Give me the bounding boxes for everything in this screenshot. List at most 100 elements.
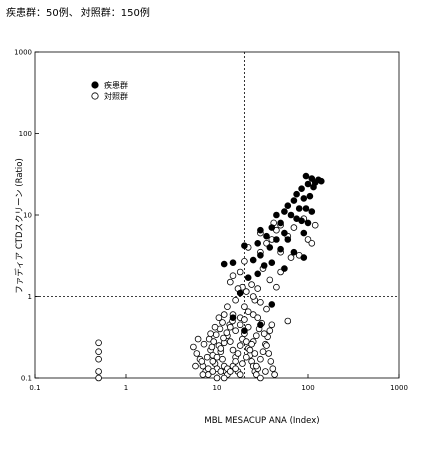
control-point <box>268 321 276 329</box>
case-point <box>229 314 237 322</box>
case-point <box>257 321 264 329</box>
control-point <box>227 368 234 375</box>
case-point <box>308 208 316 215</box>
case-point <box>241 242 248 250</box>
control-point <box>219 319 226 326</box>
case-point <box>268 224 276 231</box>
control-point <box>239 360 246 367</box>
case-point <box>260 262 268 269</box>
case-point <box>290 197 298 204</box>
case-point <box>304 180 312 188</box>
x-tick-label: 100 <box>301 384 314 392</box>
y-tick-label: 1 <box>28 293 32 301</box>
case-point <box>284 202 292 210</box>
case-point <box>302 172 310 180</box>
control-point <box>213 374 221 382</box>
control-point <box>241 257 248 265</box>
control-point <box>95 339 102 347</box>
control-point <box>232 358 239 365</box>
case-point <box>241 327 248 335</box>
control-point <box>95 355 102 363</box>
case-point <box>220 260 228 268</box>
control-point <box>220 311 228 318</box>
case-point <box>263 232 270 240</box>
case-point <box>254 270 262 278</box>
control-point <box>311 221 319 229</box>
control-point <box>267 358 275 365</box>
control-point <box>265 350 273 357</box>
control-point <box>211 323 219 331</box>
case-point <box>317 177 325 185</box>
control-point <box>198 358 206 365</box>
control-point <box>257 374 264 382</box>
case-point <box>306 192 314 200</box>
case-point <box>266 244 274 251</box>
control-point <box>95 374 102 382</box>
control-point <box>243 288 250 295</box>
control-point <box>200 340 208 348</box>
control-point <box>252 332 260 340</box>
control-point <box>217 345 225 352</box>
control-point <box>248 281 255 288</box>
case-point <box>310 183 317 191</box>
control-point <box>254 285 262 292</box>
control-point <box>263 342 270 349</box>
case-point <box>284 236 292 243</box>
control-point <box>224 303 231 311</box>
case-point <box>273 236 280 243</box>
control-point <box>236 342 244 349</box>
control-point <box>236 268 244 276</box>
x-tick-label: 1000 <box>390 384 408 392</box>
control-point <box>213 353 221 361</box>
control-point <box>308 240 316 247</box>
control-point <box>266 276 274 284</box>
control-point <box>266 327 274 335</box>
x-tick-label: 0.1 <box>29 384 40 392</box>
x-tick-label: 1 <box>124 384 128 392</box>
case-point <box>293 190 300 198</box>
y-tick-label: 0.1 <box>21 375 32 383</box>
control-point <box>243 353 250 361</box>
legend: 疾患群 対照群 <box>91 80 128 101</box>
control-point <box>220 374 228 382</box>
control-point <box>227 278 234 286</box>
case-point <box>277 219 284 227</box>
control-point <box>194 335 202 343</box>
control-point <box>229 272 237 280</box>
control-point <box>260 330 268 338</box>
control-point <box>220 334 227 342</box>
control-point <box>254 314 262 322</box>
case-point <box>244 274 252 282</box>
control-point <box>190 343 197 351</box>
control-point <box>215 314 223 322</box>
control-point <box>251 350 259 357</box>
control-point <box>232 327 239 335</box>
control-point <box>257 298 264 306</box>
case-point <box>273 211 280 219</box>
case-point <box>281 265 288 272</box>
control-point <box>199 371 207 378</box>
case-point <box>281 208 288 215</box>
control-point <box>209 358 217 365</box>
control-point <box>249 293 257 300</box>
control-point <box>273 283 280 291</box>
case-point <box>300 195 308 202</box>
control-point <box>269 365 277 373</box>
case-point <box>298 217 305 225</box>
control-point <box>193 350 201 357</box>
y-tick-label: 10 <box>23 212 32 220</box>
control-point <box>210 338 218 345</box>
control-point <box>248 340 255 348</box>
control-point <box>232 296 239 304</box>
case-point <box>302 205 310 212</box>
sample-size-header: 疾患群：50例、 対照群：150例 <box>6 4 152 19</box>
control-point <box>207 330 214 338</box>
control-point <box>243 338 250 345</box>
case-point <box>257 252 264 259</box>
control-point <box>208 343 216 351</box>
control-point <box>223 329 231 337</box>
control-point <box>252 362 260 370</box>
case-point <box>254 240 262 247</box>
